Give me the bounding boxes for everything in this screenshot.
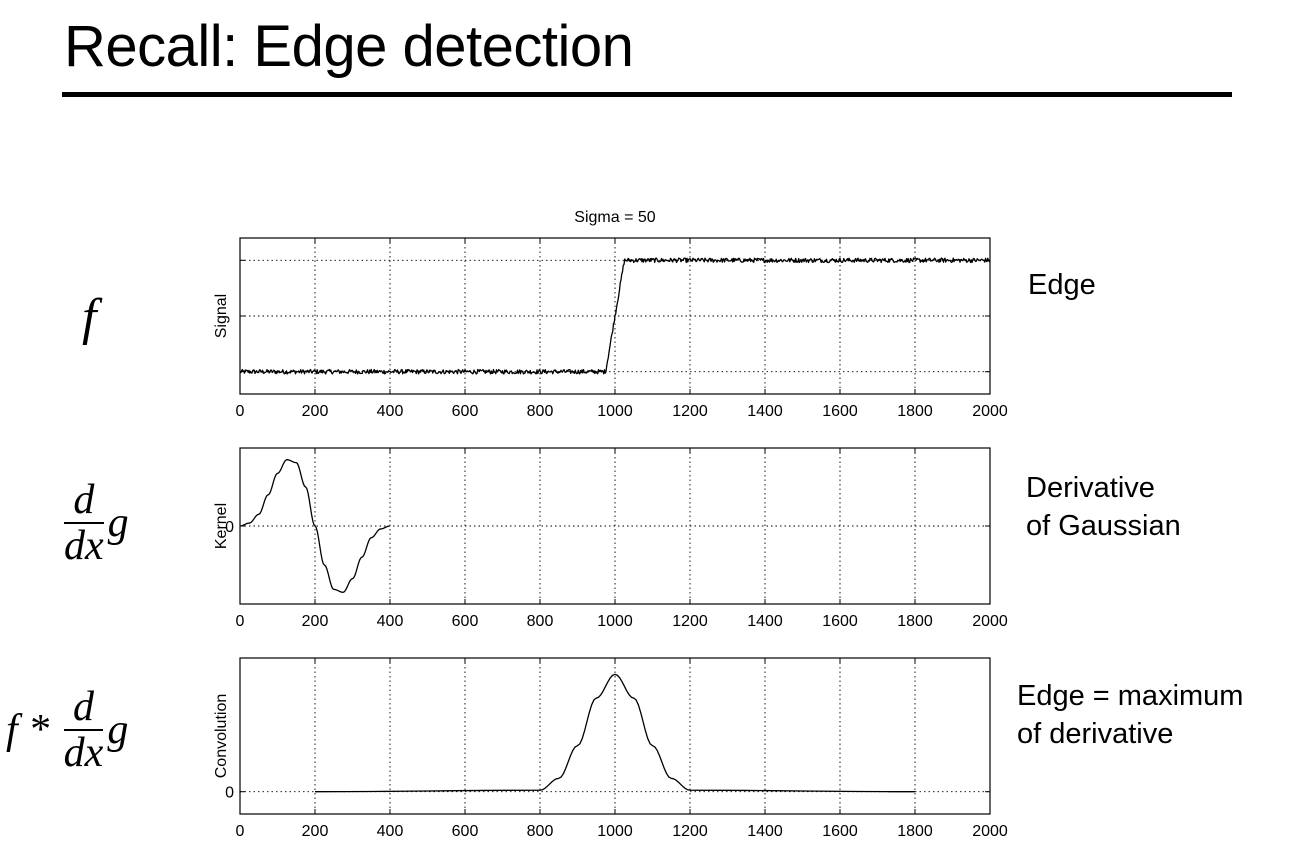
label-line: Edge = maximum (1017, 680, 1244, 712)
x-tick-label: 600 (452, 403, 479, 420)
y-axis-label: Signal (213, 294, 230, 338)
label-line: Derivative (1026, 472, 1155, 504)
x-tick-label: 200 (302, 823, 329, 840)
x-tick-label: 600 (452, 823, 479, 840)
x-tick-label: 1400 (747, 403, 783, 420)
x-tick-label: 1000 (597, 823, 633, 840)
chart-title: Sigma = 50 (574, 209, 655, 226)
fraction-numerator: d (64, 478, 104, 524)
series-line (314, 673, 916, 793)
fraction-numerator: d (63, 685, 104, 731)
label-line: of Gaussian (1026, 510, 1181, 542)
title-rule (62, 92, 1232, 97)
label-line: of derivative (1017, 718, 1174, 750)
slide-title: Recall: Edge detection (64, 14, 634, 79)
math-derivative-kernel: d dx g (64, 478, 129, 568)
x-tick-label: 1200 (672, 403, 708, 420)
series-line (239, 459, 391, 593)
x-tick-label: 2000 (972, 403, 1008, 420)
math-f: f (82, 288, 96, 348)
x-tick-label: 2000 (972, 613, 1008, 630)
label-edge-maximum: Edge = maximum of derivative (1017, 677, 1243, 753)
series-line (239, 257, 991, 375)
x-tick-label: 200 (302, 613, 329, 630)
x-tick-label: 400 (377, 823, 404, 840)
x-tick-label: 200 (302, 403, 329, 420)
x-tick-label: 1400 (747, 823, 783, 840)
math-g-symbol: g (107, 707, 129, 753)
x-tick-label: 0 (236, 823, 245, 840)
x-tick-label: 0 (236, 403, 245, 420)
x-tick-label: 1600 (822, 823, 858, 840)
x-tick-label: 800 (527, 403, 554, 420)
label-line: Edge (1028, 269, 1096, 301)
x-tick-label: 1200 (672, 613, 708, 630)
math-star-symbol: * (30, 707, 52, 753)
x-tick-label: 1600 (822, 403, 858, 420)
math-f-symbol: f (82, 289, 97, 346)
derivative-fraction: d dx (63, 685, 104, 776)
math-g-symbol: g (107, 500, 129, 546)
x-tick-label: 800 (527, 613, 554, 630)
math-f-symbol: f (6, 707, 18, 753)
x-tick-label: 400 (377, 613, 404, 630)
x-tick-label: 1600 (822, 613, 858, 630)
label-derivative-of-gaussian: Derivative of Gaussian (1026, 469, 1181, 545)
fraction-denominator: dx (64, 523, 104, 569)
y-axis-label: Convolution (213, 694, 230, 779)
x-tick-label: 1200 (672, 823, 708, 840)
x-tick-label: 1400 (747, 613, 783, 630)
x-tick-label: 1800 (897, 823, 933, 840)
math-convolution: f * d dx g (6, 685, 128, 775)
x-tick-label: 0 (236, 613, 245, 630)
fraction-denominator: dx (63, 730, 104, 776)
x-tick-label: 800 (527, 823, 554, 840)
x-tick-label: 1800 (897, 403, 933, 420)
x-tick-label: 1000 (597, 613, 633, 630)
y-tick-label: 0 (225, 519, 234, 536)
x-tick-label: 1000 (597, 403, 633, 420)
x-tick-label: 2000 (972, 823, 1008, 840)
y-axis-label: Kernel (213, 503, 230, 549)
x-tick-label: 1800 (897, 613, 933, 630)
derivative-fraction: d dx (64, 478, 104, 568)
x-tick-label: 600 (452, 613, 479, 630)
label-edge: Edge (1028, 266, 1096, 304)
y-tick-label: 0 (225, 785, 234, 802)
x-tick-label: 400 (377, 403, 404, 420)
